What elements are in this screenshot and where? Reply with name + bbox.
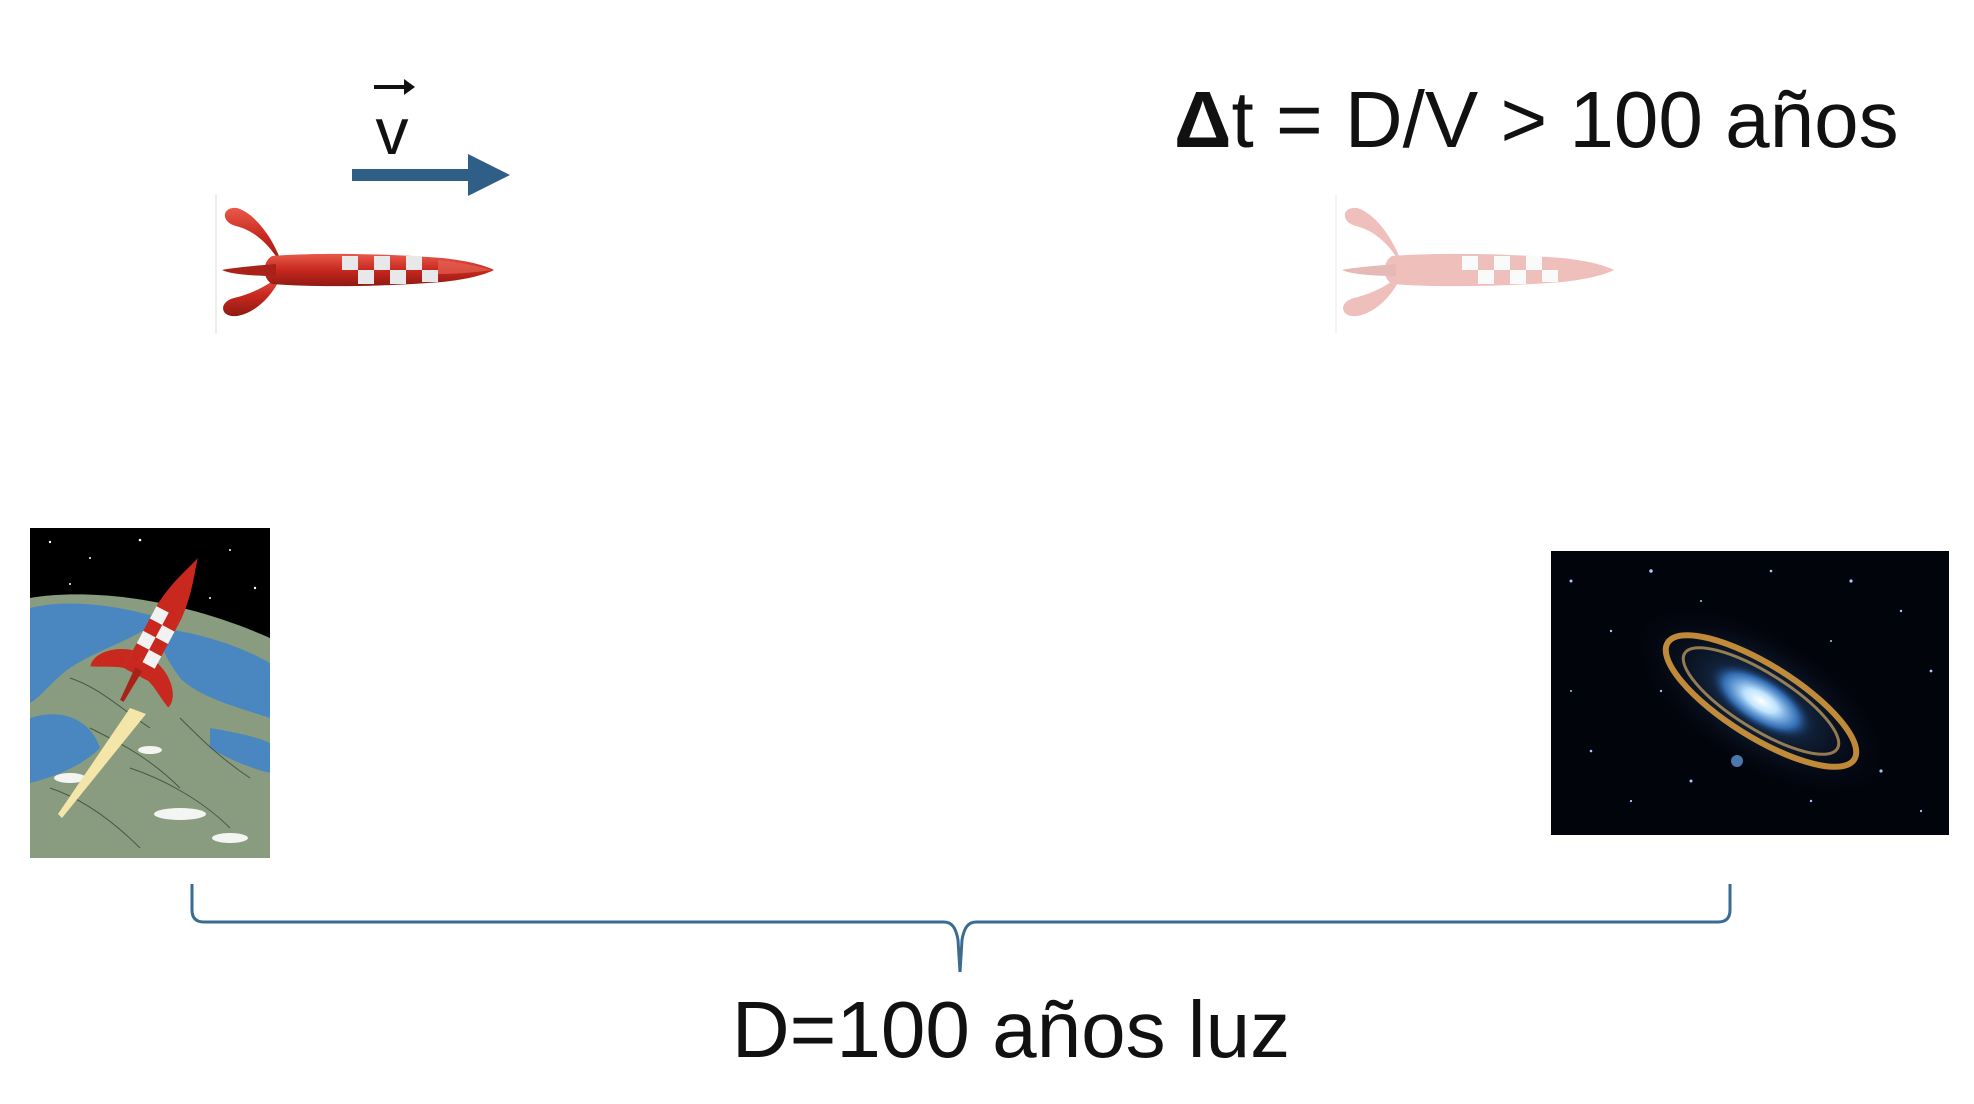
distance-brace xyxy=(190,884,1732,973)
rocket-icon xyxy=(215,194,494,334)
velocity-vector-label: v xyxy=(362,78,422,164)
vector-arrow-icon xyxy=(374,79,415,95)
velocity-symbol: v xyxy=(375,94,409,168)
velocity-arrow-icon xyxy=(352,154,510,196)
rocket-icon-faded xyxy=(1335,194,1614,334)
earth-launch-illustration xyxy=(30,528,270,858)
travel-time-formula: Δt = D/V > 100 años xyxy=(1174,80,1899,160)
delta-symbol: Δ xyxy=(1174,75,1232,164)
distance-label: D=100 años luz xyxy=(731,985,1291,1074)
galaxy-illustration xyxy=(1551,551,1949,835)
formula-text: t = D/V > 100 años xyxy=(1231,75,1899,164)
earth-launch-image xyxy=(30,528,270,858)
galaxy-image xyxy=(1551,551,1949,835)
